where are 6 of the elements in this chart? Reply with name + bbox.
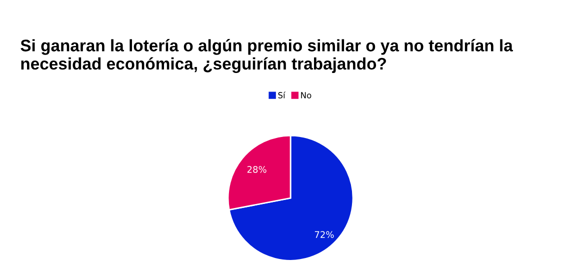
pie-slice: [228, 134, 354, 262]
legend-label: No: [301, 92, 312, 98]
data-label: 72%: [314, 231, 334, 238]
data-label: 28%: [247, 166, 266, 173]
chart-title: Si ganaran la lotería o algún premio similar o ya no tendrían la necesidad económica, ¿seguirían trabajando?: [20, 39, 513, 74]
legend-label: Sí: [278, 92, 286, 98]
